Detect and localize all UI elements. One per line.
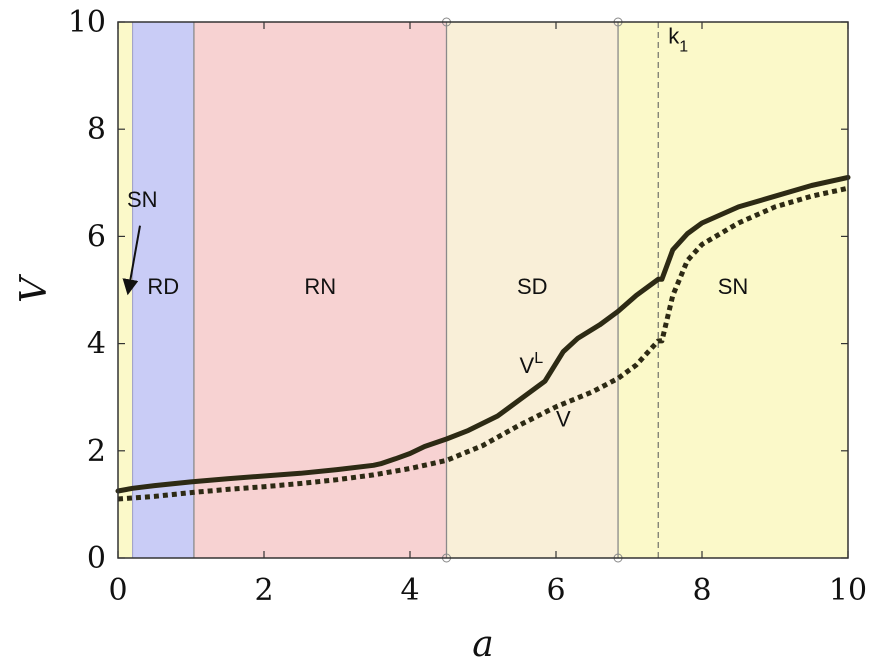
x-tick-label: 4 (400, 573, 419, 608)
k1-subscript: 1 (679, 38, 688, 55)
sn-pointer-arrow (122, 225, 141, 296)
series-line-v (117, 185, 849, 502)
series-lines (115, 174, 851, 502)
x-tick-label: 6 (546, 573, 565, 608)
x-tick-label: 0 (108, 573, 127, 608)
y-axis-label: V (14, 273, 55, 303)
x-axis-label: a (472, 624, 493, 665)
region-band-rd-1 (132, 22, 194, 558)
region-boundaries (132, 17, 659, 563)
y-tick-label: 2 (87, 434, 106, 469)
x-tick-label: 10 (829, 573, 867, 608)
y-tick-label: 4 (87, 327, 106, 362)
vl-superscript: L (534, 350, 543, 367)
y-tick-label: 8 (87, 112, 106, 147)
y-tick-label: 0 (87, 541, 106, 576)
region-label-rd: RD (147, 274, 179, 299)
region-label-sd: SD (517, 274, 548, 299)
axis-ticks: 0 2 4 6 8 10 0 2 4 6 8 10 (68, 5, 867, 608)
series-line-vl (115, 174, 851, 494)
x-tick-label: 2 (254, 573, 273, 608)
plot-frame (117, 21, 849, 559)
region-bands (118, 22, 848, 558)
sn-pointer-label: SN (127, 187, 158, 212)
region-band-sn-thin-0 (118, 22, 133, 558)
x-tick-label: 8 (692, 573, 711, 608)
region-band-sd-3 (446, 22, 619, 558)
y-tick-label: 10 (68, 5, 106, 40)
v-series-label: V (556, 407, 571, 432)
region-label-rn: RN (304, 274, 336, 299)
y-tick-label: 6 (87, 219, 106, 254)
region-label-sn: SN (718, 274, 749, 299)
region-labels: RD RN SD SN (147, 274, 748, 299)
region-band-sn-4 (618, 22, 848, 558)
